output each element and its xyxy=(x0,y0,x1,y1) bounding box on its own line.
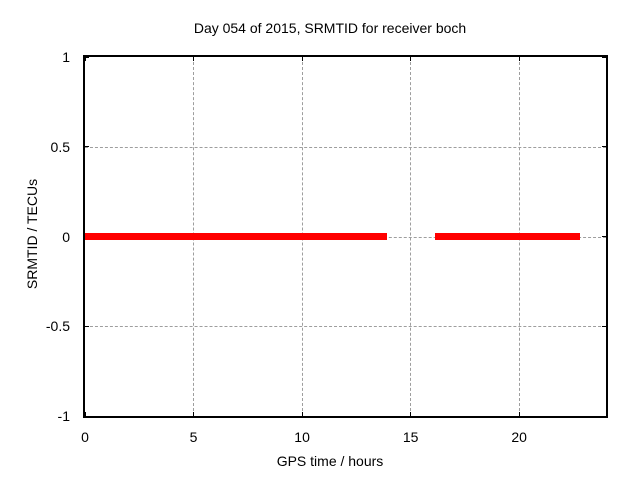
y-tick-label: 1 xyxy=(62,49,70,65)
y-tick-mark xyxy=(602,56,606,58)
x-tick-mark xyxy=(84,57,86,61)
x-tick-mark xyxy=(301,412,303,416)
x-tick-label: 0 xyxy=(81,429,89,445)
y-tick-mark xyxy=(602,325,606,327)
x-tick-label: 5 xyxy=(189,429,198,445)
y-tick-mark xyxy=(85,146,89,148)
y-tick-mark xyxy=(602,146,606,148)
y-tick-mark xyxy=(85,325,89,327)
y-tick-mark xyxy=(85,56,89,58)
x-tick-mark xyxy=(518,412,520,416)
x-tick-mark xyxy=(193,412,195,416)
y-tick-label: 0 xyxy=(62,228,70,245)
data-series-segment xyxy=(85,233,387,240)
x-tick-mark xyxy=(410,57,412,61)
data-series-segment xyxy=(434,233,580,240)
y-tick-mark xyxy=(602,415,606,417)
x-tick-mark xyxy=(84,412,86,416)
x-tick-label: 20 xyxy=(511,429,527,445)
x-tick-label: 10 xyxy=(294,429,310,445)
x-tick-mark xyxy=(193,57,195,61)
y-tick-label: -0.5 xyxy=(45,318,70,335)
x-tick-mark xyxy=(518,57,520,61)
y-tick-label: -1 xyxy=(57,408,70,424)
y-tick-mark xyxy=(602,236,606,237)
y-tick-label: 0.5 xyxy=(50,138,70,155)
x-tick-mark xyxy=(410,412,412,416)
x-axis-label: GPS time / hours xyxy=(276,453,384,469)
chart-title: Day 054 of 2015, SRMTID for receiver boc… xyxy=(193,20,467,36)
horizontal-gridline xyxy=(85,146,606,148)
horizontal-gridline xyxy=(85,326,606,328)
y-tick-mark xyxy=(85,415,89,417)
x-tick-label: 15 xyxy=(402,429,419,445)
x-tick-mark xyxy=(301,57,303,61)
plot-area xyxy=(83,55,608,418)
